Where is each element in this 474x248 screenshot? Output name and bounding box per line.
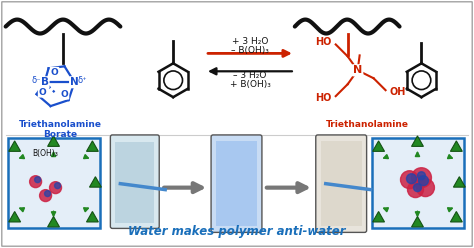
Text: HO: HO (316, 93, 332, 103)
FancyBboxPatch shape (110, 135, 159, 228)
Circle shape (55, 183, 61, 189)
Text: + 3 H₂O: + 3 H₂O (232, 37, 268, 46)
Circle shape (408, 182, 423, 198)
Circle shape (413, 184, 421, 192)
Text: Triethanolamine
Borate: Triethanolamine Borate (19, 120, 102, 139)
Polygon shape (411, 136, 423, 146)
FancyBboxPatch shape (8, 138, 100, 228)
Text: – 3 H₂O: – 3 H₂O (233, 71, 267, 80)
FancyBboxPatch shape (316, 135, 366, 232)
Text: δ⁺: δ⁺ (78, 76, 87, 85)
Polygon shape (450, 212, 462, 222)
Text: O: O (61, 90, 68, 99)
Polygon shape (373, 141, 384, 151)
Circle shape (417, 179, 434, 197)
FancyBboxPatch shape (211, 135, 262, 232)
Circle shape (40, 190, 52, 202)
Text: O: O (39, 88, 46, 97)
Circle shape (407, 174, 417, 184)
Polygon shape (450, 141, 462, 151)
FancyBboxPatch shape (216, 141, 257, 226)
Text: O: O (51, 68, 58, 77)
FancyBboxPatch shape (115, 142, 154, 223)
Polygon shape (47, 136, 59, 146)
Text: Water makes polymer anti-water: Water makes polymer anti-water (128, 225, 346, 238)
Polygon shape (9, 212, 20, 222)
Text: N: N (70, 77, 79, 87)
Polygon shape (86, 141, 99, 151)
Circle shape (45, 191, 51, 197)
Circle shape (411, 168, 431, 188)
Circle shape (418, 172, 426, 180)
Circle shape (35, 177, 41, 183)
Polygon shape (373, 212, 384, 222)
Polygon shape (86, 212, 99, 222)
Circle shape (50, 182, 62, 194)
Text: B(OH)₃: B(OH)₃ (33, 149, 58, 158)
Polygon shape (47, 217, 59, 227)
Text: + B(OH)₃: + B(OH)₃ (229, 80, 270, 89)
Polygon shape (411, 217, 423, 227)
Polygon shape (454, 177, 465, 187)
FancyBboxPatch shape (372, 138, 465, 228)
Text: δ⁻: δ⁻ (32, 76, 41, 85)
Text: HO: HO (316, 37, 332, 47)
Polygon shape (9, 141, 20, 151)
Text: Triethanolamine: Triethanolamine (326, 120, 409, 129)
FancyBboxPatch shape (321, 141, 362, 226)
Text: B: B (41, 77, 48, 87)
Text: OH: OH (389, 87, 406, 97)
FancyBboxPatch shape (2, 2, 472, 246)
Circle shape (401, 171, 419, 189)
Text: N: N (353, 65, 362, 75)
Circle shape (419, 176, 428, 186)
Polygon shape (90, 177, 101, 187)
Circle shape (413, 176, 426, 188)
Text: – B(OH)₃: – B(OH)₃ (231, 46, 269, 55)
Circle shape (29, 176, 42, 188)
